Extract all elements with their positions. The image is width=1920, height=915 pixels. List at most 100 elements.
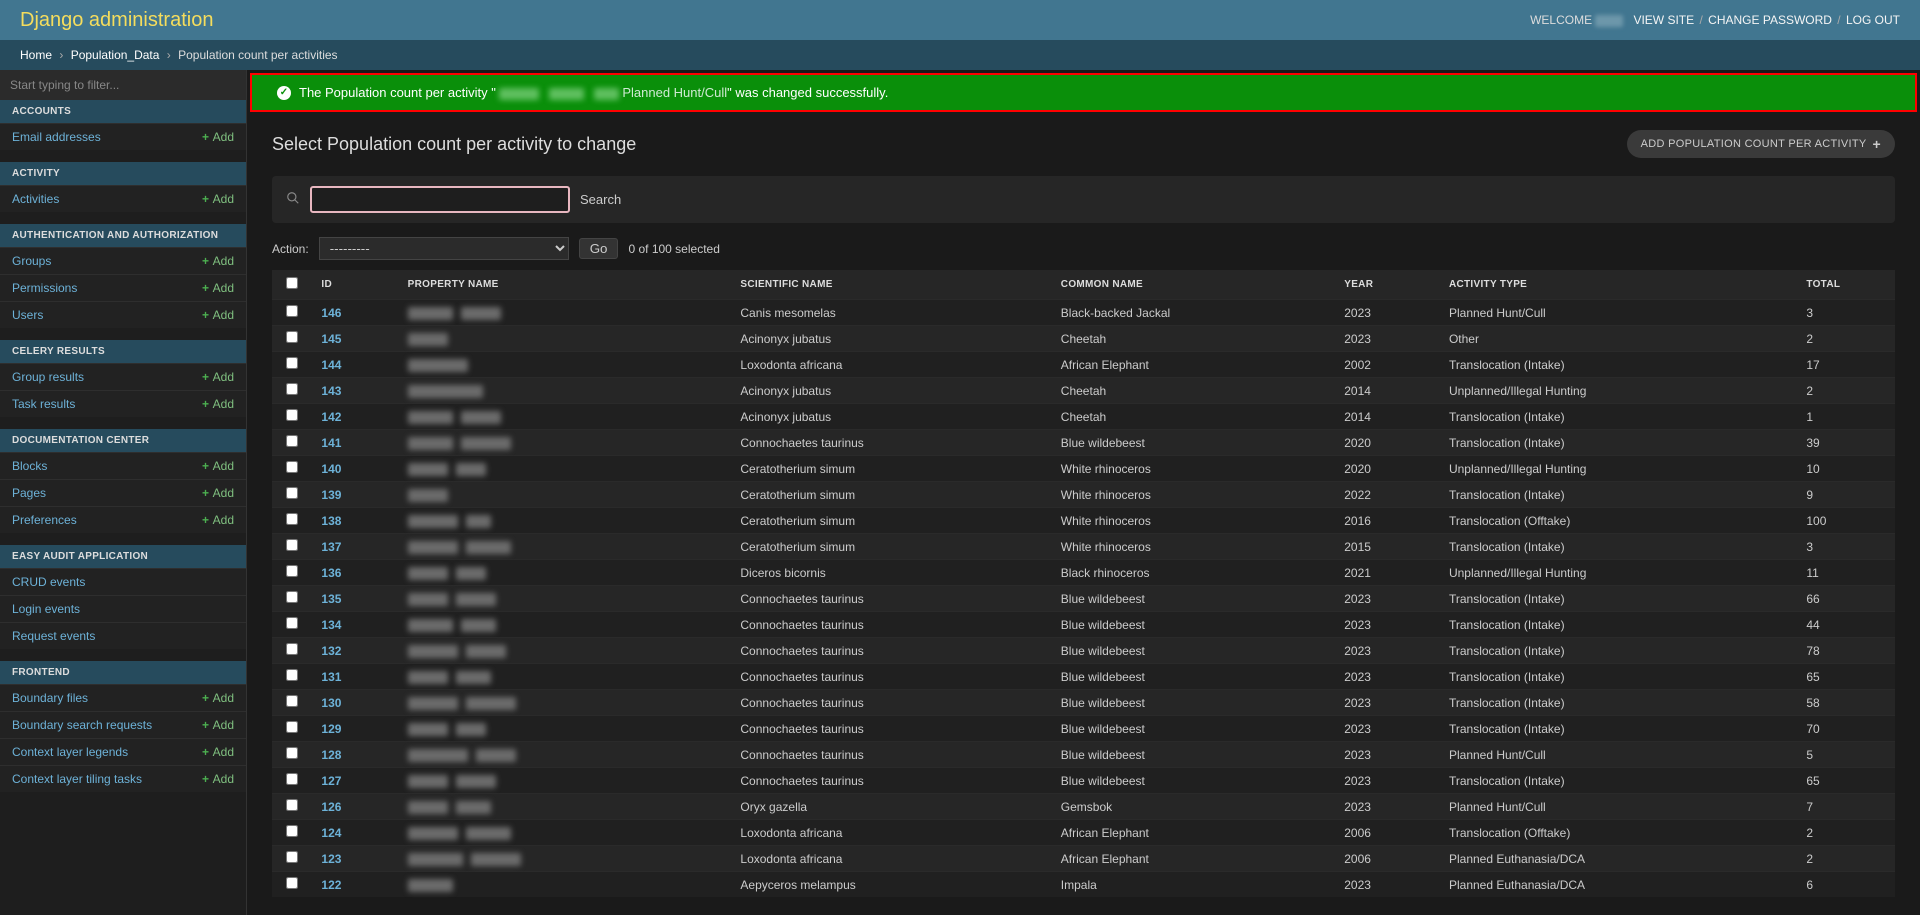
- row-id-link[interactable]: 134: [321, 618, 341, 632]
- sidebar-add-link[interactable]: + Add: [202, 370, 234, 384]
- row-checkbox[interactable]: [286, 513, 298, 525]
- row-checkbox[interactable]: [286, 851, 298, 863]
- row-checkbox[interactable]: [286, 877, 298, 889]
- sidebar-add-link[interactable]: + Add: [202, 397, 234, 411]
- row-checkbox[interactable]: [286, 695, 298, 707]
- sidebar-model-link[interactable]: Preferences: [12, 513, 77, 527]
- sidebar-model-link[interactable]: Users: [12, 308, 43, 322]
- site-title[interactable]: Django administration: [20, 9, 213, 32]
- sidebar-model-link[interactable]: Groups: [12, 254, 51, 268]
- sidebar-add-link[interactable]: + Add: [202, 254, 234, 268]
- row-checkbox[interactable]: [286, 747, 298, 759]
- row-checkbox[interactable]: [286, 617, 298, 629]
- sidebar-add-link[interactable]: + Add: [202, 718, 234, 732]
- sidebar-model-link[interactable]: Context layer legends: [12, 745, 128, 759]
- row-id-link[interactable]: 135: [321, 592, 341, 606]
- view-site-link[interactable]: VIEW SITE: [1633, 13, 1694, 27]
- sidebar-add-link[interactable]: + Add: [202, 130, 234, 144]
- breadcrumb-home[interactable]: Home: [20, 48, 52, 62]
- table-header[interactable]: COMMON NAME: [1051, 270, 1334, 300]
- row-checkbox[interactable]: [286, 591, 298, 603]
- table-header[interactable]: YEAR: [1334, 270, 1439, 300]
- table-header[interactable]: SCIENTIFIC NAME: [730, 270, 1050, 300]
- row-id-link[interactable]: 127: [321, 774, 341, 788]
- row-checkbox[interactable]: [286, 305, 298, 317]
- sidebar-model-link[interactable]: Task results: [12, 397, 75, 411]
- row-checkbox[interactable]: [286, 461, 298, 473]
- sidebar-add-link[interactable]: + Add: [202, 486, 234, 500]
- search-button[interactable]: Search: [580, 192, 621, 207]
- sidebar-model-link[interactable]: Boundary files: [12, 691, 88, 705]
- table-header[interactable]: TOTAL: [1796, 270, 1895, 300]
- row-checkbox[interactable]: [286, 435, 298, 447]
- row-id-link[interactable]: 126: [321, 800, 341, 814]
- sidebar-section-caption[interactable]: ACCOUNTS: [0, 100, 246, 123]
- row-checkbox[interactable]: [286, 773, 298, 785]
- change-password-link[interactable]: CHANGE PASSWORD: [1708, 13, 1832, 27]
- row-checkbox[interactable]: [286, 721, 298, 733]
- sidebar-add-link[interactable]: + Add: [202, 745, 234, 759]
- sidebar-section-caption[interactable]: AUTHENTICATION AND AUTHORIZATION: [0, 224, 246, 247]
- row-id-link[interactable]: 129: [321, 722, 341, 736]
- sidebar-add-link[interactable]: + Add: [202, 772, 234, 786]
- row-id-link[interactable]: 137: [321, 540, 341, 554]
- sidebar-add-link[interactable]: + Add: [202, 513, 234, 527]
- row-id-link[interactable]: 144: [321, 358, 341, 372]
- table-header[interactable]: ACTIVITY TYPE: [1439, 270, 1796, 300]
- sidebar-add-link[interactable]: + Add: [202, 281, 234, 295]
- search-input[interactable]: [310, 186, 570, 213]
- row-checkbox[interactable]: [286, 487, 298, 499]
- row-id-link[interactable]: 143: [321, 384, 341, 398]
- sidebar-model-link[interactable]: Boundary search requests: [12, 718, 152, 732]
- sidebar-add-link[interactable]: + Add: [202, 308, 234, 322]
- sidebar-model-link[interactable]: Request events: [12, 629, 95, 643]
- row-id-link[interactable]: 146: [321, 306, 341, 320]
- row-checkbox[interactable]: [286, 539, 298, 551]
- row-checkbox[interactable]: [286, 383, 298, 395]
- sidebar-add-link[interactable]: + Add: [202, 459, 234, 473]
- row-id-link[interactable]: 123: [321, 852, 341, 866]
- sidebar-section-caption[interactable]: ACTIVITY: [0, 162, 246, 185]
- logout-link[interactable]: LOG OUT: [1846, 13, 1900, 27]
- sidebar-section-caption[interactable]: CELERY RESULTS: [0, 340, 246, 363]
- row-id-link[interactable]: 139: [321, 488, 341, 502]
- table-header[interactable]: ID: [311, 270, 397, 300]
- breadcrumb-app[interactable]: Population_Data: [71, 48, 160, 62]
- msg-link[interactable]: Planned Hunt/Cull: [622, 85, 727, 100]
- row-id-link[interactable]: 138: [321, 514, 341, 528]
- sidebar-model-link[interactable]: Group results: [12, 370, 84, 384]
- sidebar-filter-input[interactable]: [0, 70, 246, 100]
- row-id-link[interactable]: 128: [321, 748, 341, 762]
- row-checkbox[interactable]: [286, 565, 298, 577]
- row-id-link[interactable]: 130: [321, 696, 341, 710]
- row-checkbox[interactable]: [286, 409, 298, 421]
- go-button[interactable]: Go: [579, 238, 619, 259]
- row-checkbox[interactable]: [286, 331, 298, 343]
- row-checkbox[interactable]: [286, 643, 298, 655]
- sidebar-add-link[interactable]: + Add: [202, 691, 234, 705]
- row-id-link[interactable]: 142: [321, 410, 341, 424]
- sidebar-model-link[interactable]: Email addresses: [12, 130, 101, 144]
- sidebar-model-link[interactable]: CRUD events: [12, 575, 85, 589]
- row-checkbox[interactable]: [286, 825, 298, 837]
- row-id-link[interactable]: 140: [321, 462, 341, 476]
- row-id-link[interactable]: 124: [321, 826, 341, 840]
- row-checkbox[interactable]: [286, 669, 298, 681]
- row-id-link[interactable]: 122: [321, 878, 341, 892]
- sidebar-model-link[interactable]: Login events: [12, 602, 80, 616]
- sidebar-model-link[interactable]: Blocks: [12, 459, 47, 473]
- sidebar-section-caption[interactable]: DOCUMENTATION CENTER: [0, 429, 246, 452]
- row-id-link[interactable]: 136: [321, 566, 341, 580]
- row-id-link[interactable]: 132: [321, 644, 341, 658]
- table-header[interactable]: PROPERTY NAME: [398, 270, 731, 300]
- sidebar-model-link[interactable]: Pages: [12, 486, 46, 500]
- sidebar-section-caption[interactable]: EASY AUDIT APPLICATION: [0, 545, 246, 568]
- row-id-link[interactable]: 131: [321, 670, 341, 684]
- row-checkbox[interactable]: [286, 799, 298, 811]
- sidebar-model-link[interactable]: Context layer tiling tasks: [12, 772, 142, 786]
- add-object-button[interactable]: ADD POPULATION COUNT PER ACTIVITY +: [1627, 130, 1895, 158]
- action-select[interactable]: ---------: [319, 237, 569, 260]
- sidebar-model-link[interactable]: Permissions: [12, 281, 77, 295]
- sidebar-add-link[interactable]: + Add: [202, 192, 234, 206]
- select-all-checkbox[interactable]: [286, 277, 298, 289]
